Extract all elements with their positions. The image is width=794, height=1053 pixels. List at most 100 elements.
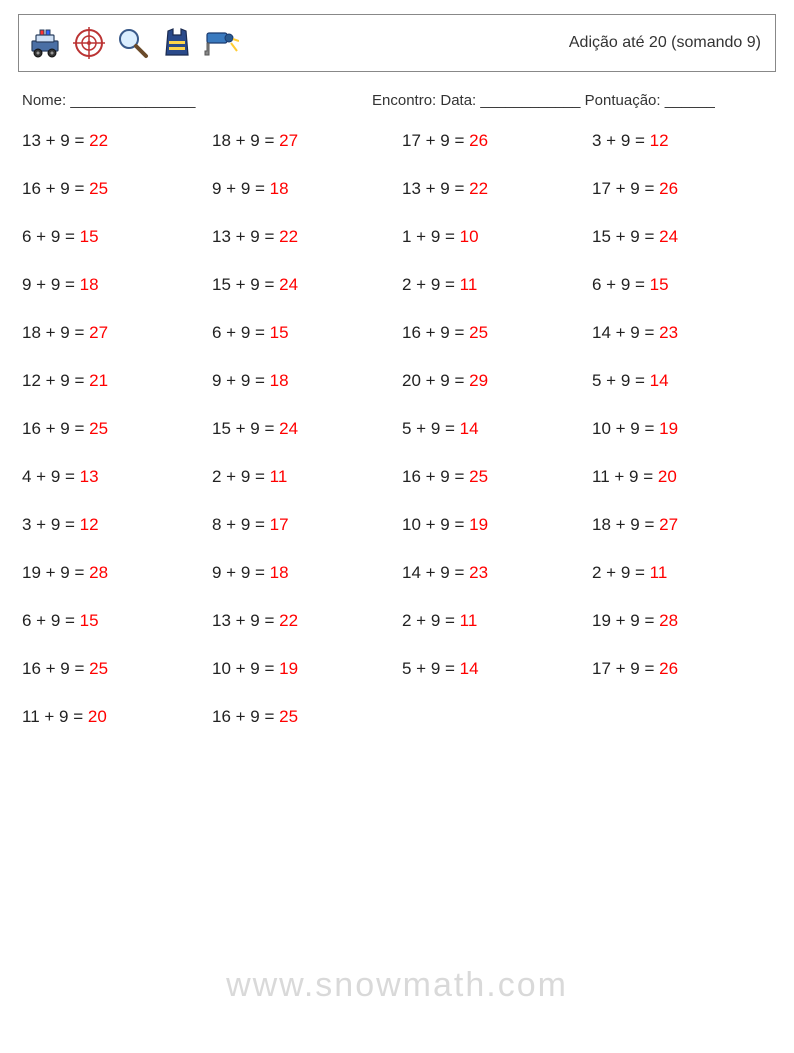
answer-text: 28 [659,611,678,630]
answer-text: 13 [80,467,99,486]
equation-text: 17 + 9 = [592,179,659,198]
equation-text: 2 + 9 = [402,275,460,294]
equation-text: 2 + 9 = [402,611,460,630]
answer-text: 28 [89,563,108,582]
problem-cell: 17 + 9 = 26 [592,659,772,679]
answer-text: 15 [80,611,99,630]
answer-text: 27 [89,323,108,342]
problem-cell: 1 + 9 = 10 [402,227,582,247]
worksheet: Adição até 20 (somando 9) Nome: ________… [0,0,794,727]
problem-cell: 19 + 9 = 28 [592,611,772,631]
answer-text: 15 [270,323,289,342]
problem-cell [592,707,772,727]
equation-text: 16 + 9 = [212,707,279,726]
answer-text: 19 [659,419,678,438]
watermark: www.snowmath.com [0,966,794,1005]
equation-text: 5 + 9 = [402,659,460,678]
problem-cell: 12 + 9 = 21 [22,371,202,391]
problem-cell [402,707,582,727]
problem-cell: 2 + 9 = 11 [212,467,392,487]
problem-cell: 17 + 9 = 26 [402,131,582,151]
answer-text: 29 [469,371,488,390]
answer-text: 24 [279,275,298,294]
equation-text: 9 + 9 = [212,563,270,582]
problem-cell: 10 + 9 = 19 [212,659,392,679]
answer-text: 12 [80,515,99,534]
header-box: Adição até 20 (somando 9) [18,14,776,72]
answer-text: 27 [279,131,298,150]
answer-text: 26 [659,659,678,678]
problem-cell: 19 + 9 = 28 [22,563,202,583]
problem-cell: 13 + 9 = 22 [22,131,202,151]
problem-cell: 15 + 9 = 24 [592,227,772,247]
equation-text: 15 + 9 = [592,227,659,246]
problem-cell: 6 + 9 = 15 [592,275,772,295]
answer-text: 14 [460,419,479,438]
equation-text: 11 + 9 = [22,707,88,726]
answer-text: 20 [88,707,107,726]
problem-cell: 16 + 9 = 25 [402,467,582,487]
equation-text: 1 + 9 = [402,227,460,246]
answer-text: 18 [80,275,99,294]
problem-cell: 9 + 9 = 18 [212,371,392,391]
problem-cell: 9 + 9 = 18 [22,275,202,295]
equation-text: 3 + 9 = [592,131,650,150]
equation-text: 18 + 9 = [592,515,659,534]
equation-text: 19 + 9 = [592,611,659,630]
icon-row [27,25,239,61]
problem-cell: 3 + 9 = 12 [22,515,202,535]
problem-cell: 16 + 9 = 25 [22,179,202,199]
equation-text: 13 + 9 = [402,179,469,198]
answer-text: 27 [659,515,678,534]
answer-text: 18 [270,563,289,582]
problem-cell: 9 + 9 = 18 [212,179,392,199]
problem-cell: 16 + 9 = 25 [212,707,392,727]
equation-text: 9 + 9 = [22,275,80,294]
problem-cell: 13 + 9 = 22 [212,227,392,247]
answer-text: 25 [469,323,488,342]
answer-text: 14 [460,659,479,678]
equation-text: 16 + 9 = [22,179,89,198]
equation-text: 13 + 9 = [22,131,89,150]
answer-text: 23 [469,563,488,582]
equation-text: 18 + 9 = [212,131,279,150]
equation-text: 2 + 9 = [212,467,270,486]
problem-cell: 2 + 9 = 11 [592,563,772,583]
problem-cell: 11 + 9 = 20 [22,707,202,727]
equation-text: 5 + 9 = [402,419,460,438]
equation-text: 20 + 9 = [402,371,469,390]
answer-text: 18 [270,371,289,390]
equation-text: 5 + 9 = [592,371,650,390]
answer-text: 11 [460,611,478,630]
problem-cell: 2 + 9 = 11 [402,275,582,295]
answer-text: 22 [89,131,108,150]
equation-text: 19 + 9 = [22,563,89,582]
equation-text: 16 + 9 = [22,419,89,438]
equation-text: 6 + 9 = [22,227,80,246]
answer-text: 24 [279,419,298,438]
problem-cell: 6 + 9 = 15 [22,611,202,631]
equation-text: 15 + 9 = [212,275,279,294]
problem-cell: 15 + 9 = 24 [212,419,392,439]
answer-text: 25 [89,179,108,198]
problem-cell: 18 + 9 = 27 [22,323,202,343]
answer-text: 15 [80,227,99,246]
equation-text: 8 + 9 = [212,515,270,534]
equation-text: 10 + 9 = [402,515,469,534]
equation-text: 16 + 9 = [402,467,469,486]
problem-cell: 18 + 9 = 27 [212,131,392,151]
problem-cell: 3 + 9 = 12 [592,131,772,151]
answer-text: 25 [279,707,298,726]
equation-text: 13 + 9 = [212,611,279,630]
problem-cell: 13 + 9 = 22 [212,611,392,631]
problem-cell: 11 + 9 = 20 [592,467,772,487]
equation-text: 6 + 9 = [592,275,650,294]
equation-text: 15 + 9 = [212,419,279,438]
answer-text: 22 [279,611,298,630]
equation-text: 18 + 9 = [22,323,89,342]
problem-cell: 14 + 9 = 23 [402,563,582,583]
problem-cell: 15 + 9 = 24 [212,275,392,295]
answer-text: 26 [469,131,488,150]
equation-text: 17 + 9 = [592,659,659,678]
problem-cell: 16 + 9 = 25 [402,323,582,343]
